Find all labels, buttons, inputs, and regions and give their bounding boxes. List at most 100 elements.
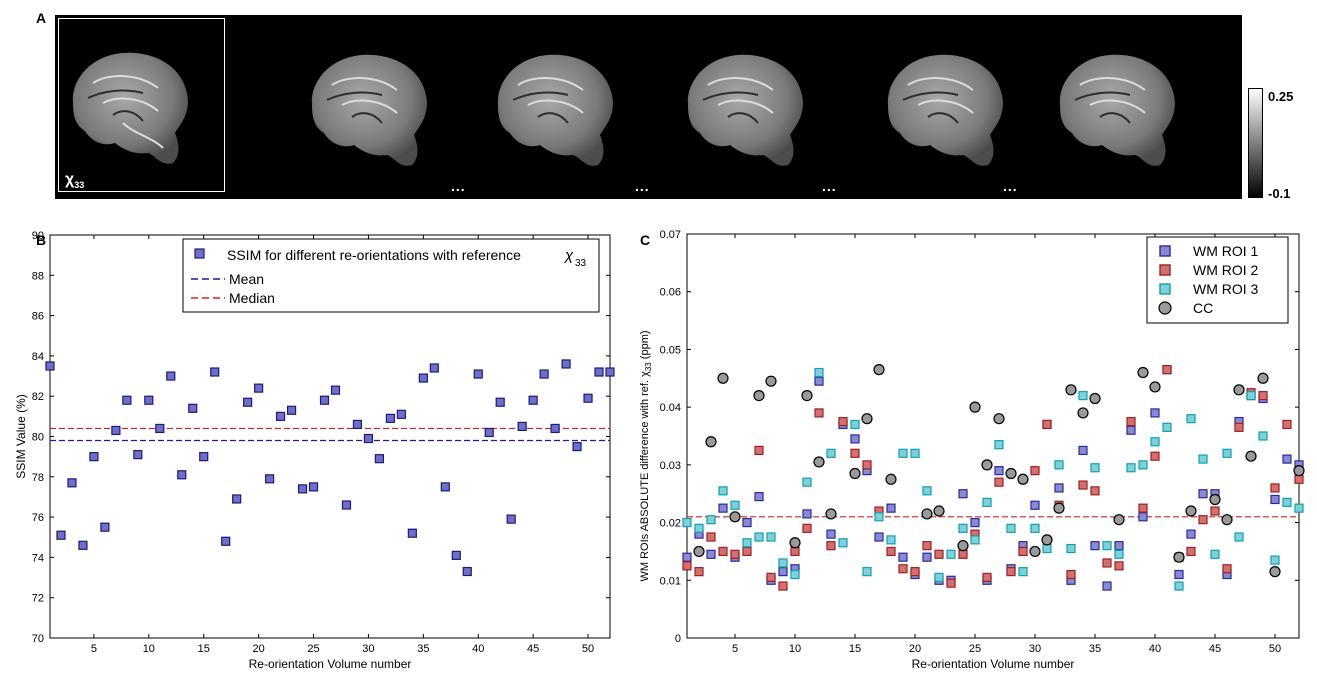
data-point-wm-roi-3 (682, 517, 692, 528)
data-point-wm-roi-3 (778, 558, 788, 568)
data-point-wm-roi-3 (766, 532, 776, 542)
data-point-wm-roi-1 (886, 503, 896, 513)
data-point-wm-roi-3 (958, 523, 968, 533)
data-point-wm-roi-3 (1162, 422, 1172, 432)
data-point-wm-roi-3 (802, 477, 812, 487)
data-point-wm-roi-3 (1078, 391, 1088, 401)
data-point-cc (969, 401, 981, 413)
data-point-wm-roi-2 (982, 572, 992, 582)
x-tick-label: 10 (789, 643, 801, 655)
data-point-wm-roi-3 (742, 538, 752, 548)
data-point-wm-roi-1 (1126, 425, 1136, 435)
data-point-cc (1053, 502, 1065, 514)
data-point-ssim (407, 528, 417, 538)
data-point-wm-roi-3 (922, 486, 932, 496)
y-tick-label: 0.07 (660, 229, 681, 241)
data-point-wm-roi-2 (1234, 422, 1244, 432)
data-point-cc (1149, 381, 1161, 393)
data-point-wm-roi-1 (958, 489, 968, 499)
legend-marker-wm-roi-3 (1159, 283, 1171, 295)
data-point-ssim (561, 359, 571, 369)
panel-label-a: A (36, 10, 47, 26)
ellipsis-1: ... (451, 178, 466, 194)
data-point-cc (849, 467, 861, 480)
data-point-cc (1113, 514, 1125, 526)
legend-label-wm-roi-3: WM ROI 3 (1193, 281, 1259, 297)
data-point-wm-roi-1 (1282, 454, 1292, 464)
data-point-wm-roi-2 (1186, 546, 1196, 557)
data-point-wm-roi-3 (1054, 460, 1064, 470)
y-tick-label: 90 (32, 230, 44, 242)
data-point-wm-roi-3 (1150, 437, 1160, 447)
data-point-wm-roi-1 (1078, 445, 1088, 456)
data-point-ssim (188, 403, 198, 413)
brain-slice-reference (72, 52, 188, 164)
data-point-wm-roi-2 (1282, 419, 1292, 430)
wm-roi-chart: 5 10 15 20 25 30 35 40 45 50 0 0.01 0.02 0.03 0.04 0.05… (639, 229, 1305, 671)
data-point-cc (813, 456, 825, 468)
data-point-cc (693, 545, 705, 558)
data-point-wm-roi-3 (850, 419, 860, 430)
data-point-ssim (374, 454, 385, 464)
data-point-wm-roi-3 (1066, 543, 1076, 554)
data-point-ssim (550, 423, 560, 434)
data-point-ssim (594, 367, 604, 377)
legend-box (182, 238, 600, 313)
data-point-wm-roi-3 (970, 535, 980, 545)
x-tick-label: 35 (417, 643, 429, 655)
data-point-wm-roi-3 (1246, 391, 1256, 401)
data-point-ssim (572, 441, 582, 452)
colorbar (1248, 88, 1263, 198)
data-point-wm-roi-3 (1186, 414, 1196, 424)
data-point-wm-roi-3 (1114, 549, 1124, 559)
data-point-wm-roi-1 (826, 529, 836, 539)
data-point-ssim (221, 536, 231, 546)
data-point-ssim (275, 411, 286, 421)
y-tick-label: 74 (32, 552, 44, 564)
brain-slice-4 (887, 54, 1003, 166)
data-point-wm-roi-2 (694, 567, 704, 577)
data-point-cc (765, 375, 777, 387)
data-point-wm-roi-2 (1042, 419, 1052, 430)
data-point-wm-roi-2 (1030, 466, 1040, 476)
data-point-ssim (286, 405, 297, 415)
x-tick-label: 30 (362, 643, 374, 655)
data-point-wm-roi-3 (1174, 581, 1184, 591)
legend-marker-ssim (194, 248, 205, 259)
data-point-wm-roi-3 (706, 515, 716, 525)
data-point-wm-roi-2 (1294, 474, 1304, 484)
y-axis-label-sub: 33 (644, 362, 653, 371)
data-point-wm-roi-1 (874, 532, 884, 542)
legend-marker-wm-roi-1 (1159, 245, 1171, 257)
x-tick-label: 45 (1209, 643, 1221, 655)
data-point-ssim (78, 540, 88, 550)
data-point-wm-roi-2 (826, 541, 836, 551)
data-point-wm-roi-1 (1270, 494, 1280, 505)
data-point-ssim (177, 470, 187, 480)
y-tick-label: 0.01 (660, 575, 681, 587)
legend-label-wm-roi-2: WM ROI 2 (1193, 262, 1259, 278)
data-point-ssim (308, 482, 319, 492)
data-point-wm-roi-2 (1258, 391, 1268, 401)
panel-label-c: C (640, 232, 651, 248)
data-point-wm-roi-3 (754, 532, 764, 542)
data-point-wm-roi-3 (790, 569, 800, 580)
data-point-wm-roi-1 (718, 503, 728, 513)
brain-slice-3 (687, 54, 803, 166)
data-point-cc (789, 537, 801, 549)
data-point-cc (993, 413, 1005, 425)
data-point-wm-roi-2 (1018, 546, 1028, 557)
data-point-ssim (341, 500, 352, 510)
data-point-wm-roi-2 (1126, 416, 1136, 427)
data-point-wm-roi-1 (706, 549, 716, 559)
data-point-ssim (506, 514, 516, 524)
data-point-ssim (265, 474, 275, 484)
data-point-wm-roi-3 (1030, 523, 1040, 533)
data-point-cc (1041, 534, 1053, 546)
reference-chi-label: χ33 (65, 171, 85, 191)
data-point-wm-roi-2 (742, 546, 752, 557)
data-point-ssim (495, 397, 505, 407)
data-point-wm-roi-1 (898, 552, 908, 562)
data-point-ssim (45, 361, 55, 371)
data-point-cc (873, 364, 885, 376)
